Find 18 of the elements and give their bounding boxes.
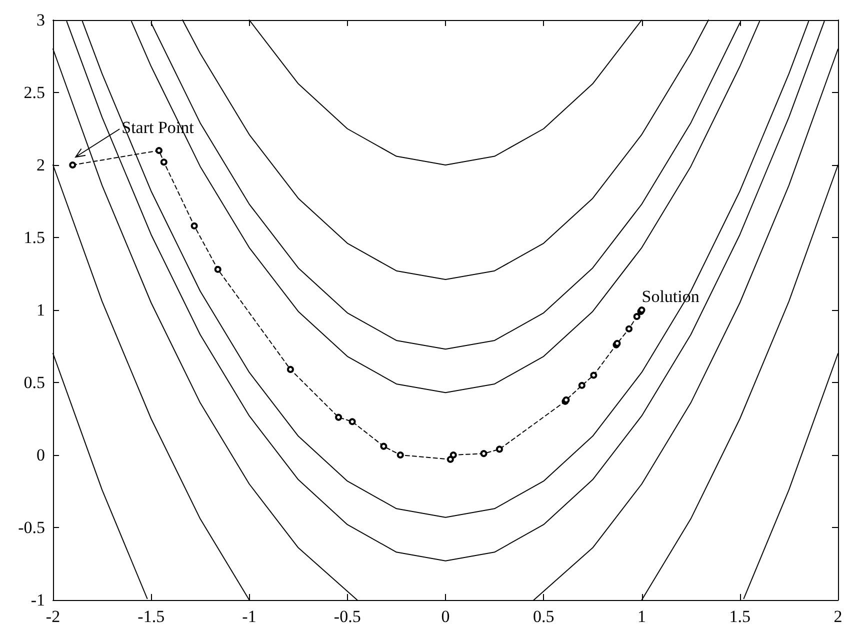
y-tick-label: 1: [36, 300, 45, 320]
x-tick-label: 0.5: [533, 607, 554, 626]
x-tick-label: -2: [46, 607, 60, 626]
y-tick-label: 2: [36, 156, 45, 174]
y-tick-label: 0.5: [24, 373, 45, 392]
y-tick-label: 2.5: [24, 83, 45, 102]
x-tick-label: 1.5: [729, 607, 750, 626]
y-tick-label: -1: [30, 590, 45, 610]
x-tick-label: 0: [441, 607, 450, 626]
x-tick-label: 2: [834, 607, 842, 626]
x-tick-label: 1: [638, 607, 646, 626]
y-tick-label: 1.5: [24, 228, 45, 247]
x-tick-label: -1: [242, 607, 256, 626]
y-tick-label: 0: [36, 446, 45, 464]
y-tick-label: 3: [36, 10, 45, 30]
x-tick-label: -0.5: [334, 607, 361, 626]
x-tick-label: -1.5: [138, 607, 165, 626]
y-tick-label: -0.5: [18, 518, 45, 537]
